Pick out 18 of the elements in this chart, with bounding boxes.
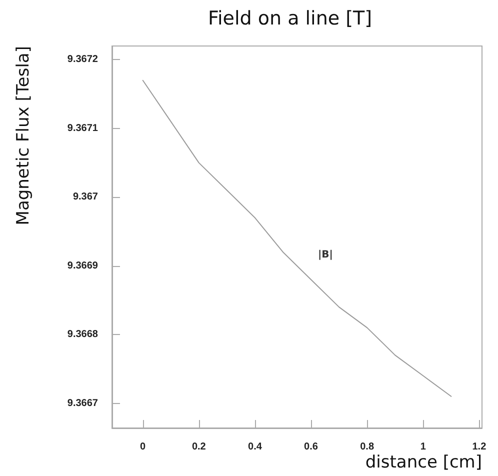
annotation: |B| xyxy=(318,250,333,260)
y-tick-label: 9.367 xyxy=(72,192,98,203)
x-axis-title: distance [cm] xyxy=(365,452,482,472)
y-tick-label: 9.3667 xyxy=(67,398,98,409)
x-tick-label: 0.6 xyxy=(304,442,318,452)
y-axis-title: Magnetic Flux [Tesla] xyxy=(14,46,34,226)
x-tick-label: 0 xyxy=(140,442,146,452)
y-tick-label: 9.3671 xyxy=(67,122,98,134)
y-tick-label: 9.3669 xyxy=(67,260,98,272)
x-tick-label: 0.4 xyxy=(248,442,262,452)
line-series xyxy=(142,80,452,397)
x-tick-label: 1.2 xyxy=(472,442,487,452)
x-tick-label: 0.8 xyxy=(360,442,374,452)
x-tick-label: 1 xyxy=(420,442,426,452)
chart-title: Field on a line [T] xyxy=(208,8,372,30)
y-tick-label: 9.3672 xyxy=(67,54,98,66)
x-tick-label: 0.2 xyxy=(192,442,206,452)
y-tick-label: 9.3668 xyxy=(67,329,98,340)
